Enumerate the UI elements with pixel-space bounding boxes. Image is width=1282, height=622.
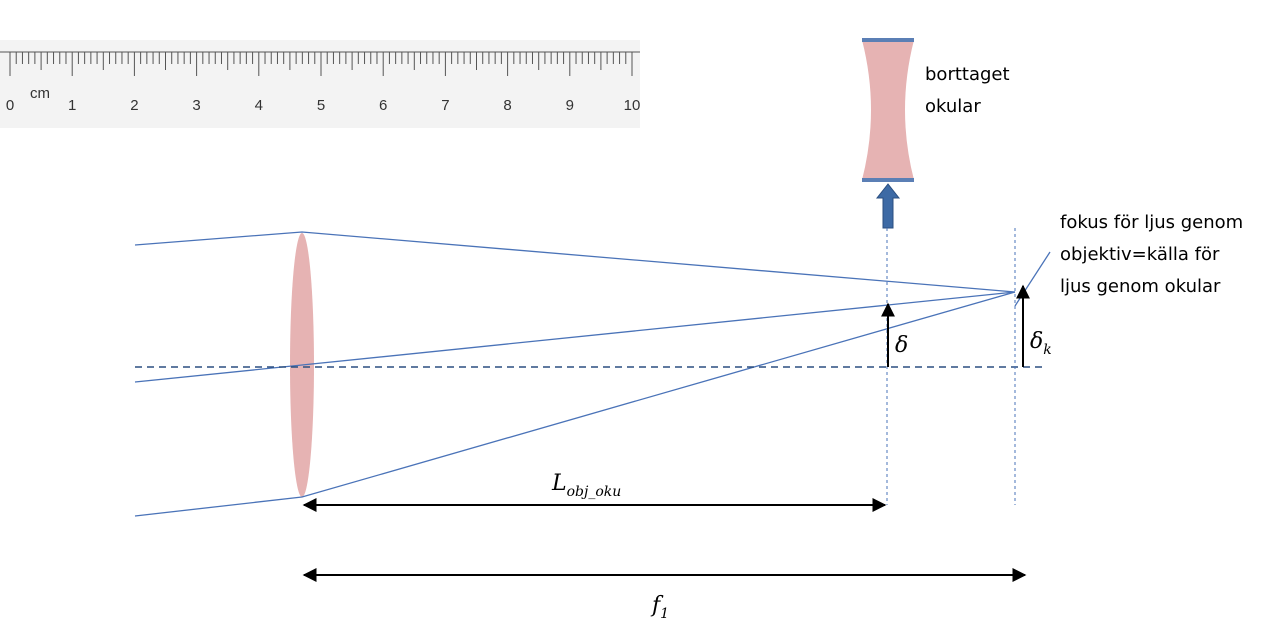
ray — [134, 291, 1016, 383]
ruler-number: 10 — [624, 97, 641, 114]
delta-k-label: δk — [1030, 329, 1052, 358]
ruler-number: 3 — [192, 97, 200, 114]
lens-edge — [862, 38, 914, 42]
focus-note: ljus genom okular — [1060, 276, 1221, 297]
ruler-number: 1 — [68, 97, 76, 114]
focus-note: fokus för ljus genom — [1060, 212, 1243, 233]
leader-line — [1014, 251, 1051, 307]
ray — [134, 231, 1016, 293]
concave-lens — [862, 40, 914, 180]
removal-arrow — [875, 183, 901, 229]
ruler-number: 9 — [566, 97, 574, 114]
ruler-number: 6 — [379, 97, 387, 114]
ruler-body — [0, 40, 640, 128]
ruler-number: 0 — [6, 97, 14, 114]
ruler-number: 8 — [503, 97, 511, 114]
l-label: Lobj_oku — [551, 471, 621, 500]
ruler-number: 2 — [130, 97, 138, 114]
ruler-number: 7 — [441, 97, 449, 114]
f-label: f1 — [650, 593, 669, 622]
ruler-unit: cm — [30, 85, 50, 102]
subscript: obj_oku — [567, 484, 622, 500]
lens-edge — [862, 178, 914, 182]
ruler-number: 5 — [317, 97, 325, 114]
ruler: cm 0 1 2 3 4 5 6 7 8 9 10 — [0, 40, 640, 128]
focus-note: objektiv=källa för — [1060, 244, 1220, 265]
symbol: δ — [1030, 329, 1043, 354]
rays — [134, 231, 1051, 517]
symbol: L — [551, 471, 567, 496]
delta-label: δ — [895, 333, 908, 358]
ray — [134, 291, 1016, 517]
subscript: k — [1043, 342, 1051, 358]
eyepiece-label: borttaget — [925, 64, 1010, 85]
ruler-number: 4 — [255, 97, 263, 114]
eyepiece-label: okular — [925, 96, 981, 117]
subscript: 1 — [660, 606, 669, 622]
